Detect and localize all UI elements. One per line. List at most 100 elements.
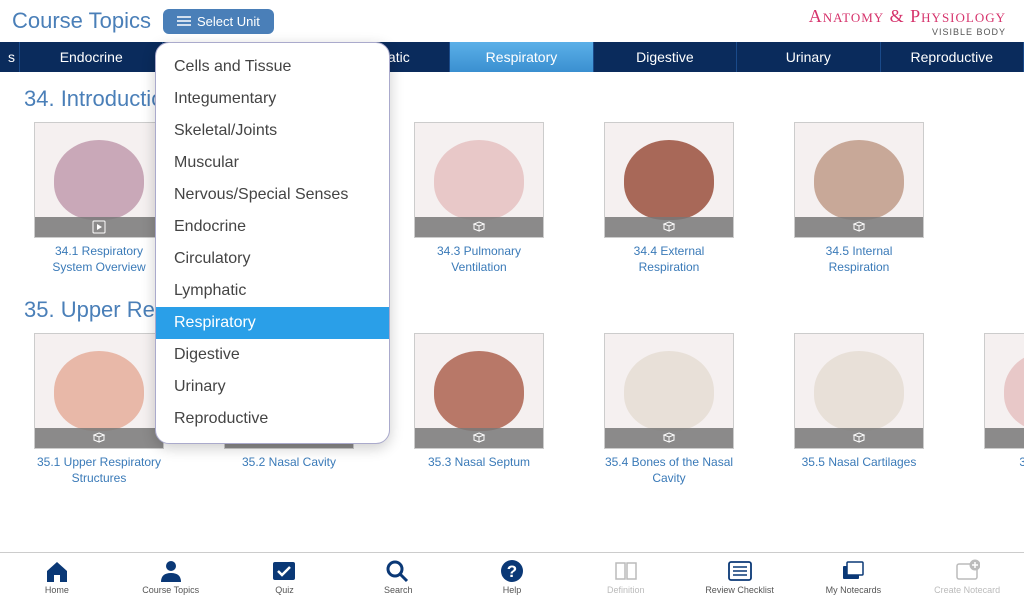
bottom-nav-search[interactable]: Search xyxy=(341,553,455,600)
card-label: 35.5 Nasal Cartilages xyxy=(794,455,924,471)
topic-card[interactable]: 34.3 Pulmonary Ventilation xyxy=(414,122,544,275)
dropdown-item-endocrine[interactable]: Endocrine xyxy=(156,211,389,243)
check-icon xyxy=(271,559,297,583)
card-label: 34.4 External Respiration xyxy=(604,244,734,275)
card-label: 34.3 Pulmonary Ventilation xyxy=(414,244,544,275)
brand-subtitle: VISIBLE BODY xyxy=(809,27,1006,37)
cube-icon xyxy=(472,220,486,234)
card-label: 35.3 Nasal Septum xyxy=(414,455,544,471)
card-thumbnail xyxy=(414,122,544,238)
unit-dropdown[interactable]: Cells and TissueIntegumentarySkeletal/Jo… xyxy=(155,42,390,444)
cube-icon xyxy=(852,220,866,234)
bottom-nav-my-notecards[interactable]: My Notecards xyxy=(796,553,910,600)
nav-tab-urinary[interactable]: Urinary xyxy=(737,42,880,72)
anatomy-illustration xyxy=(624,351,714,431)
bottom-nav-label: Search xyxy=(384,585,413,595)
navbar: sEndocrineCirculatoryLymphaticRespirator… xyxy=(0,42,1024,72)
select-unit-label: Select Unit xyxy=(197,14,260,29)
cube-icon xyxy=(662,431,676,445)
list-icon xyxy=(727,559,753,583)
bottom-nav-label: Create Notecard xyxy=(934,585,1000,595)
thumb-bar xyxy=(35,428,163,448)
anatomy-illustration xyxy=(814,351,904,431)
search-icon xyxy=(385,559,411,583)
bottom-nav-definition: Definition xyxy=(569,553,683,600)
content-area: 34. Introduction34.1 Respiratory System … xyxy=(0,72,1024,552)
page-title: Course Topics xyxy=(12,8,151,34)
header: Course Topics Select Unit Anatomy & Phys… xyxy=(0,0,1024,42)
play-icon xyxy=(92,220,106,234)
nav-tab-respiratory[interactable]: Respiratory xyxy=(450,42,593,72)
thumb-bar xyxy=(605,217,733,237)
thumb-bar xyxy=(795,428,923,448)
bottom-nav-home[interactable]: Home xyxy=(0,553,114,600)
anatomy-illustration xyxy=(434,351,524,431)
dropdown-item-circulatory[interactable]: Circulatory xyxy=(156,243,389,275)
bottom-nav-review-checklist[interactable]: Review Checklist xyxy=(683,553,797,600)
card-thumbnail xyxy=(34,122,164,238)
home-icon xyxy=(44,559,70,583)
card-thumbnail xyxy=(794,122,924,238)
dropdown-item-reproductive[interactable]: Reproductive xyxy=(156,403,389,435)
card-thumbnail xyxy=(794,333,924,449)
thumb-bar xyxy=(795,217,923,237)
thumb-bar xyxy=(35,217,163,237)
nav-tab-s[interactable]: s xyxy=(0,42,20,72)
card-label: 35.2 Nasal Cavity xyxy=(224,455,354,471)
bottom-nav-create-notecard: Create Notecard xyxy=(910,553,1024,600)
thumb-bar xyxy=(415,217,543,237)
anatomy-illustration xyxy=(434,140,524,220)
brand-title: Anatomy & Physiology xyxy=(809,6,1006,27)
topic-card[interactable]: 35.1 Upper Respiratory Structures xyxy=(34,333,164,486)
thumb-bar xyxy=(985,428,1024,448)
cube-icon xyxy=(472,431,486,445)
card-thumbnail xyxy=(34,333,164,449)
brand: Anatomy & Physiology VISIBLE BODY xyxy=(809,6,1006,37)
thumb-bar xyxy=(605,428,733,448)
anatomy-illustration xyxy=(54,140,144,220)
bottom-nav-label: Definition xyxy=(607,585,645,595)
bottom-nav-label: Course Topics xyxy=(142,585,199,595)
hamburger-icon xyxy=(177,14,191,29)
bottom-nav-help[interactable]: Help xyxy=(455,553,569,600)
card-label: 35.4 Bones of the Nasal Cavity xyxy=(604,455,734,486)
thumb-bar xyxy=(415,428,543,448)
card-thumbnail xyxy=(604,333,734,449)
bottom-nav-label: Review Checklist xyxy=(705,585,774,595)
topic-card[interactable]: 35.6 Upper xyxy=(984,333,1024,486)
card-thumbnail xyxy=(414,333,544,449)
bottom-nav-course-topics[interactable]: Course Topics xyxy=(114,553,228,600)
dropdown-item-lymphatic[interactable]: Lymphatic xyxy=(156,275,389,307)
anatomy-illustration xyxy=(1004,351,1024,431)
dropdown-item-integumentary[interactable]: Integumentary xyxy=(156,83,389,115)
nav-tab-digestive[interactable]: Digestive xyxy=(594,42,737,72)
topic-card[interactable]: 34.5 Internal Respiration xyxy=(794,122,924,275)
bottom-nav-label: Quiz xyxy=(275,585,294,595)
nav-tab-endocrine[interactable]: Endocrine xyxy=(20,42,163,72)
dropdown-item-digestive[interactable]: Digestive xyxy=(156,339,389,371)
anatomy-illustration xyxy=(624,140,714,220)
dropdown-item-skeletal-joints[interactable]: Skeletal/Joints xyxy=(156,115,389,147)
bottom-nav-label: Home xyxy=(45,585,69,595)
card-thumbnail xyxy=(984,333,1024,449)
dropdown-item-nervous-special-senses[interactable]: Nervous/Special Senses xyxy=(156,179,389,211)
cube-icon xyxy=(852,431,866,445)
topic-card[interactable]: 35.3 Nasal Septum xyxy=(414,333,544,486)
bottom-nav-quiz[interactable]: Quiz xyxy=(228,553,342,600)
help-icon xyxy=(499,559,525,583)
card-label: 34.5 Internal Respiration xyxy=(794,244,924,275)
dropdown-item-muscular[interactable]: Muscular xyxy=(156,147,389,179)
dropdown-item-cells-and-tissue[interactable]: Cells and Tissue xyxy=(156,51,389,83)
select-unit-button[interactable]: Select Unit xyxy=(163,9,274,34)
cube-icon xyxy=(662,220,676,234)
card-label: 35.6 Upper xyxy=(984,455,1024,471)
card-label: 34.1 Respiratory System Overview xyxy=(34,244,164,275)
topic-card[interactable]: 35.4 Bones of the Nasal Cavity xyxy=(604,333,734,486)
topic-card[interactable]: 35.5 Nasal Cartilages xyxy=(794,333,924,486)
dropdown-item-urinary[interactable]: Urinary xyxy=(156,371,389,403)
topic-card[interactable]: 34.4 External Respiration xyxy=(604,122,734,275)
topic-card[interactable]: 34.1 Respiratory System Overview xyxy=(34,122,164,275)
book-icon xyxy=(613,559,639,583)
nav-tab-reproductive[interactable]: Reproductive xyxy=(881,42,1024,72)
dropdown-item-respiratory[interactable]: Respiratory xyxy=(156,307,389,339)
